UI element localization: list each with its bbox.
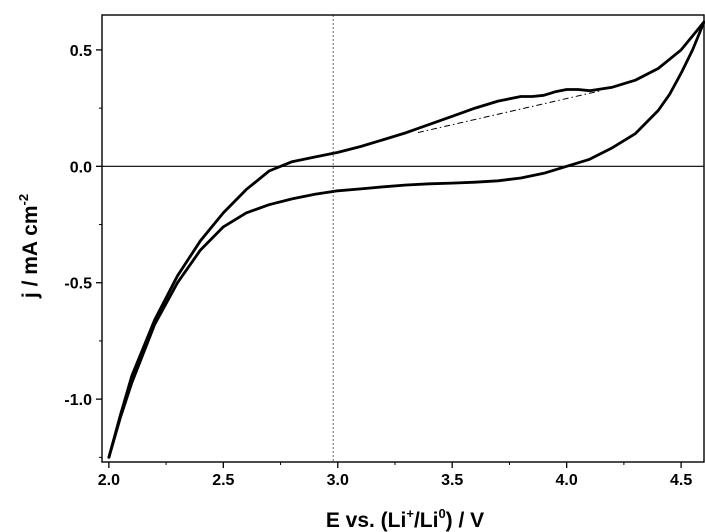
cathodic-scan-curve bbox=[107, 20, 705, 459]
x-tick-label: 3.0 bbox=[327, 472, 349, 489]
x-tick-label: 3.5 bbox=[441, 472, 463, 489]
y-tick-label: -0.5 bbox=[64, 276, 92, 293]
plot-frame bbox=[101, 14, 705, 463]
y-axis-label: j / mA cm-2 bbox=[16, 194, 42, 299]
peak-baseline bbox=[417, 90, 602, 134]
y-tick-label: 0.0 bbox=[70, 159, 92, 176]
anodic-scan-curve bbox=[107, 20, 705, 459]
x-tick-label: 4.0 bbox=[556, 472, 578, 489]
x-tick-label: 2.5 bbox=[212, 472, 234, 489]
x-axis-label: E vs. (Li+/Li0) / V bbox=[326, 506, 484, 532]
y-tick-label: -1.0 bbox=[64, 392, 92, 409]
plot-area bbox=[102, 15, 705, 462]
y-tick-label: 0.5 bbox=[70, 43, 92, 60]
x-tick-label: 2.0 bbox=[98, 472, 120, 489]
axes: 2.0 2.5 3.0 3.5 4.0 4.5 0.5 0.0 -0.5 -1.0 bbox=[64, 14, 705, 489]
x-tick-label: 4.5 bbox=[670, 472, 692, 489]
